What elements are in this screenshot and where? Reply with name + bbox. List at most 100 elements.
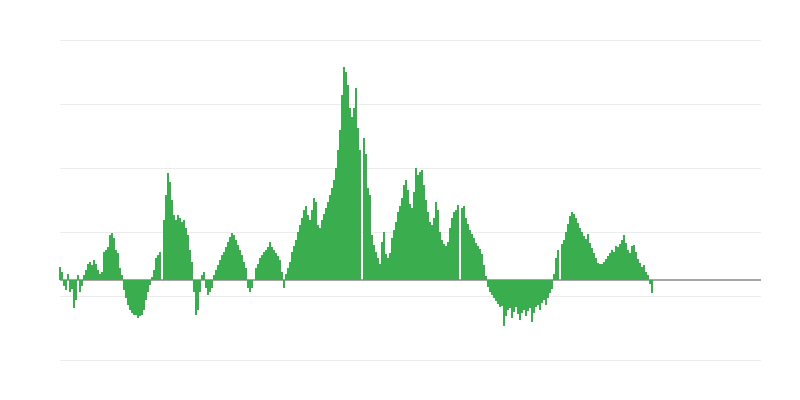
bar [351, 117, 353, 280]
bar [181, 222, 183, 280]
gridline [60, 40, 761, 41]
bar [589, 243, 591, 280]
bar [135, 280, 137, 315]
bar [309, 220, 311, 280]
bar [319, 228, 321, 280]
bar [303, 210, 305, 280]
bar [525, 280, 527, 316]
bar [553, 274, 555, 280]
bar [579, 228, 581, 280]
bar [203, 272, 205, 280]
bar [73, 280, 75, 308]
bar [511, 280, 513, 318]
bar [311, 210, 313, 280]
bar [149, 280, 151, 285]
bar [263, 252, 265, 280]
bar [465, 218, 467, 280]
bar [211, 280, 213, 288]
bar [539, 280, 541, 310]
bar [131, 280, 133, 313]
bar [77, 275, 79, 280]
bar [121, 275, 123, 280]
bar [283, 280, 285, 288]
bar [249, 280, 251, 292]
bar [471, 234, 473, 280]
bar [565, 232, 567, 280]
bar [561, 244, 563, 280]
bar [285, 274, 287, 280]
bar [505, 280, 507, 316]
bar [279, 260, 281, 280]
bar [325, 208, 327, 280]
bar [457, 205, 459, 280]
bar [635, 252, 637, 280]
bar [637, 259, 639, 280]
bar [113, 238, 115, 280]
bar [389, 253, 391, 280]
bar [363, 138, 365, 280]
bar [411, 208, 413, 280]
bar [387, 258, 389, 280]
bar [619, 244, 621, 280]
bar [595, 258, 597, 280]
bar [233, 235, 235, 280]
bar [447, 242, 449, 280]
bar [101, 272, 103, 280]
bar [537, 280, 539, 305]
bar [145, 280, 147, 300]
bar [127, 280, 129, 305]
bar [477, 246, 479, 280]
bar [405, 180, 407, 280]
bar [165, 195, 167, 280]
bar [409, 204, 411, 280]
gridline [60, 168, 761, 169]
bar [81, 280, 83, 286]
gridline [60, 296, 761, 297]
bar [199, 280, 201, 292]
bar [261, 255, 263, 280]
bar [515, 280, 517, 307]
bar [391, 238, 393, 280]
bar [227, 242, 229, 280]
bar [379, 264, 381, 280]
bar [157, 255, 159, 280]
bar [489, 280, 491, 292]
bar [509, 280, 511, 308]
bar [177, 215, 179, 280]
bar [221, 255, 223, 280]
bar [343, 67, 345, 280]
bar [257, 264, 259, 280]
bar [563, 240, 565, 280]
bar [591, 248, 593, 280]
bar [469, 230, 471, 280]
bar [357, 128, 359, 280]
bar [239, 250, 241, 280]
bar [449, 228, 451, 280]
bar [613, 252, 615, 280]
bar [571, 212, 573, 280]
bar [139, 280, 141, 316]
bar [401, 198, 403, 280]
bar [67, 274, 69, 280]
bar [407, 190, 409, 280]
bar [533, 280, 535, 313]
bar [611, 250, 613, 280]
bar [341, 95, 343, 280]
bar [463, 206, 465, 280]
bar [555, 258, 557, 280]
bar [125, 280, 127, 298]
bar [229, 237, 231, 280]
bar [327, 202, 329, 280]
bar [481, 254, 483, 280]
bar [71, 280, 73, 289]
bar [467, 224, 469, 280]
bar [191, 262, 193, 280]
bar [437, 210, 439, 280]
bar [189, 250, 191, 280]
bar [593, 253, 595, 280]
bar [353, 108, 355, 280]
bar [339, 130, 341, 280]
bar [291, 252, 293, 280]
bar [395, 222, 397, 280]
bar [557, 250, 559, 280]
